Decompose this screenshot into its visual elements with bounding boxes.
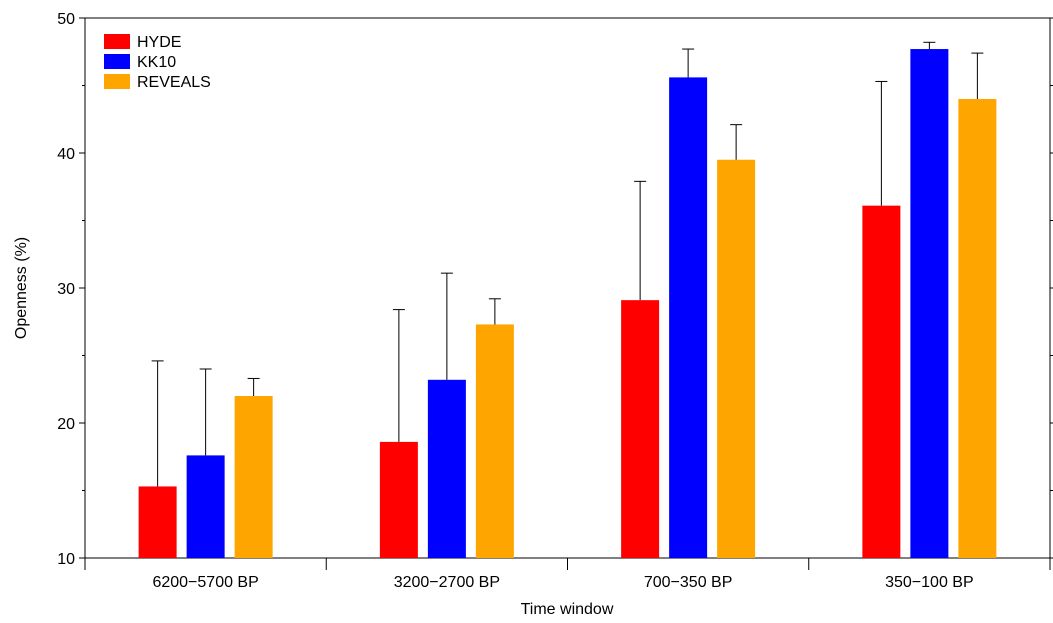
y-tick-label: 50: [57, 11, 75, 28]
bar-reveals-1: [475, 324, 514, 558]
x-axis: 6200−5700 BP 3200−2700 BP 700−350 BP 350−10…: [84, 558, 1051, 591]
y-tick-label: 10: [57, 551, 75, 568]
bar-kk10-2: [669, 77, 708, 559]
bar-kk10-1: [427, 379, 466, 558]
x-tick-label: 3200−2700 BP: [394, 574, 500, 591]
y-tick-label: 30: [57, 281, 75, 298]
bar-hyde-2: [621, 300, 660, 558]
y-axis: 10 20 30 40 50: [57, 11, 1053, 568]
bar-kk10-3: [910, 49, 949, 559]
bar-kk10-0: [186, 455, 225, 558]
plot-frame: [84, 17, 1051, 559]
bar-reveals-3: [958, 99, 997, 558]
x-axis-label: Time window: [521, 601, 614, 618]
legend-label-kk10: KK10: [137, 54, 176, 71]
bar-hyde-0: [138, 486, 177, 558]
y-tick-label: 20: [57, 416, 75, 433]
legend-swatch-kk10: [104, 54, 130, 69]
bars-layer: [138, 49, 997, 559]
y-axis-label: Openness (%): [13, 237, 30, 339]
x-tick-label: 350−100 BP: [885, 574, 974, 591]
legend-label-reveals: REVEALS: [137, 74, 211, 91]
legend-swatch-hyde: [104, 34, 130, 49]
legend: HYDE KK10 REVEALS: [104, 34, 211, 91]
x-tick-label: 6200−5700 BP: [152, 574, 258, 591]
bar-hyde-3: [862, 205, 901, 558]
bar-reveals-2: [717, 159, 756, 558]
legend-label-hyde: HYDE: [137, 34, 181, 51]
y-tick-label: 40: [57, 146, 75, 163]
bar-reveals-0: [234, 396, 273, 558]
error-bars-layer: [151, 41, 984, 487]
x-tick-label: 700−350 BP: [644, 574, 733, 591]
bar-hyde-1: [379, 441, 418, 558]
legend-swatch-reveals: [104, 74, 130, 89]
